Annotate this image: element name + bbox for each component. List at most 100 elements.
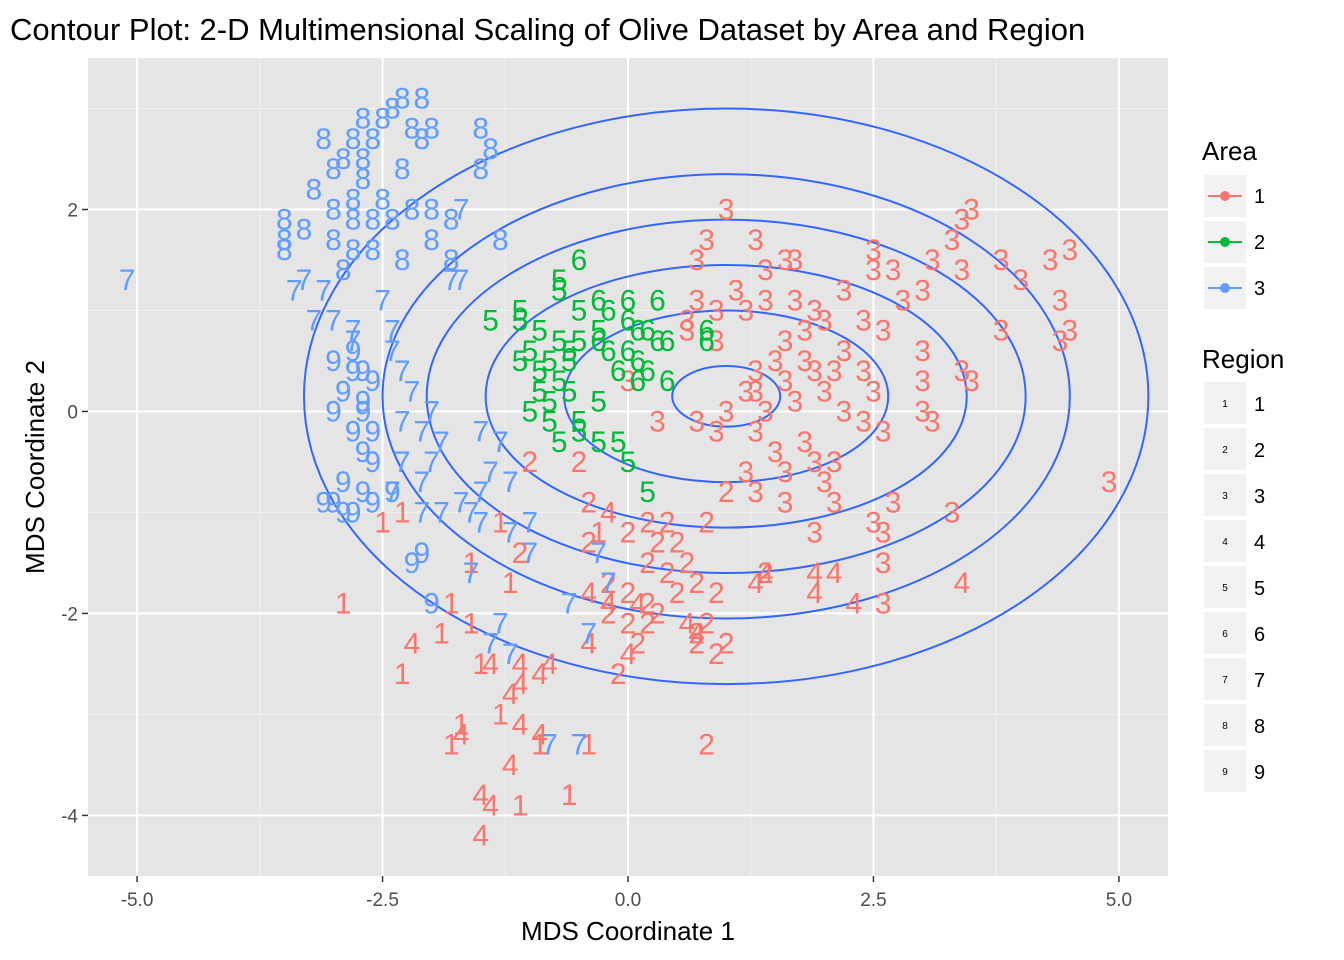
point-region-7: 7 xyxy=(571,729,588,762)
legend-area-label: 3 xyxy=(1254,278,1265,300)
point-region-3: 3 xyxy=(993,244,1010,277)
point-region-5: 5 xyxy=(521,395,538,428)
point-region-2: 2 xyxy=(708,577,725,610)
legend-area-dot xyxy=(1220,191,1230,201)
point-region-9: 9 xyxy=(325,345,342,378)
point-region-8: 8 xyxy=(423,113,440,146)
point-region-2: 2 xyxy=(649,597,666,630)
contour-line xyxy=(303,107,1150,686)
point-region-4: 4 xyxy=(747,567,764,600)
point-region-3: 3 xyxy=(914,274,931,307)
point-region-4: 4 xyxy=(404,628,421,661)
point-region-3: 3 xyxy=(875,587,892,620)
point-region-5: 5 xyxy=(541,385,558,418)
point-region-3: 3 xyxy=(924,406,941,439)
x-axis-ticks: -5.0 -2.5 0.0 2.5 5.0 xyxy=(121,876,1132,911)
point-region-2: 2 xyxy=(688,567,705,600)
point-region-9: 9 xyxy=(345,335,362,368)
point-region-9: 9 xyxy=(335,496,352,529)
point-region-3: 3 xyxy=(806,355,823,388)
point-region-8: 8 xyxy=(423,224,440,257)
legend-region-glyph: 6 xyxy=(1222,629,1228,640)
legend-area: Area 1 2 3 xyxy=(1202,136,1265,309)
point-region-7: 7 xyxy=(413,416,430,449)
point-region-3: 3 xyxy=(777,456,794,489)
point-region-1: 1 xyxy=(472,648,489,681)
point-region-3: 3 xyxy=(767,345,784,378)
point-region-1: 1 xyxy=(433,618,450,651)
point-region-9: 9 xyxy=(325,395,342,428)
chart-title: Contour Plot: 2-D Multimensional Scaling… xyxy=(10,12,1085,47)
point-region-4: 4 xyxy=(580,628,597,661)
point-region-3: 3 xyxy=(757,395,774,428)
point-region-5: 5 xyxy=(639,476,656,509)
point-region-9: 9 xyxy=(404,547,421,580)
point-region-7: 7 xyxy=(600,567,617,600)
point-region-2: 2 xyxy=(688,628,705,661)
point-region-6: 6 xyxy=(600,335,617,368)
point-region-3: 3 xyxy=(895,284,912,317)
point-region-3: 3 xyxy=(1061,234,1078,267)
point-region-7: 7 xyxy=(394,355,411,388)
point-region-3: 3 xyxy=(1012,264,1029,297)
point-region-7: 7 xyxy=(384,335,401,368)
legend-area-dot xyxy=(1220,283,1230,293)
point-region-5: 5 xyxy=(571,294,588,327)
point-region-3: 3 xyxy=(885,254,902,287)
point-region-8: 8 xyxy=(423,193,440,226)
point-region-2: 2 xyxy=(620,517,637,550)
point-region-7: 7 xyxy=(453,264,470,297)
point-region-2: 2 xyxy=(659,557,676,590)
point-region-3: 3 xyxy=(914,365,931,398)
point-region-8: 8 xyxy=(374,103,391,136)
y-axis-title: MDS Coordinate 2 xyxy=(20,360,50,574)
point-region-4: 4 xyxy=(826,557,843,590)
point-region-3: 3 xyxy=(806,446,823,479)
point-region-3: 3 xyxy=(865,254,882,287)
x-tick-label: 2.5 xyxy=(860,890,886,911)
point-region-1: 1 xyxy=(502,567,519,600)
point-region-2: 2 xyxy=(688,618,705,651)
point-region-5: 5 xyxy=(551,274,568,307)
point-region-3: 3 xyxy=(787,385,804,418)
point-region-3: 3 xyxy=(963,193,980,226)
point-region-9: 9 xyxy=(345,496,362,529)
point-region-6: 6 xyxy=(659,365,676,398)
point-region-9: 9 xyxy=(335,375,352,408)
point-region-2: 2 xyxy=(620,608,637,641)
point-region-7: 7 xyxy=(305,305,322,338)
point-region-8: 8 xyxy=(472,113,489,146)
legend-region-glyph: 4 xyxy=(1222,537,1228,548)
point-region-5: 5 xyxy=(571,325,588,358)
legend-region-glyph: 2 xyxy=(1222,445,1228,456)
point-region-7: 7 xyxy=(325,305,342,338)
legend-area-label: 1 xyxy=(1254,186,1265,208)
point-region-6: 6 xyxy=(571,244,588,277)
point-region-5: 5 xyxy=(590,315,607,348)
point-region-3: 3 xyxy=(816,375,833,408)
point-region-9: 9 xyxy=(355,436,372,469)
point-region-8: 8 xyxy=(443,204,460,237)
point-region-8: 8 xyxy=(305,173,322,206)
point-region-5: 5 xyxy=(531,375,548,408)
point-region-8: 8 xyxy=(404,193,421,226)
point-region-8: 8 xyxy=(345,234,362,267)
point-region-5: 5 xyxy=(561,345,578,378)
point-region-7: 7 xyxy=(119,264,136,297)
point-region-3: 3 xyxy=(718,395,735,428)
point-region-4: 4 xyxy=(757,557,774,590)
point-region-5: 5 xyxy=(541,406,558,439)
point-region-9: 9 xyxy=(345,355,362,388)
point-region-5: 5 xyxy=(551,325,568,358)
point-region-7: 7 xyxy=(286,274,303,307)
point-region-3: 3 xyxy=(993,315,1010,348)
point-region-8: 8 xyxy=(276,224,293,257)
point-region-3: 3 xyxy=(865,375,882,408)
point-region-2: 2 xyxy=(580,527,597,560)
point-region-1: 1 xyxy=(374,507,391,540)
point-region-4: 4 xyxy=(512,709,529,742)
point-region-3: 3 xyxy=(757,254,774,287)
x-tick-label: -5.0 xyxy=(121,890,154,911)
x-tick-label: -2.5 xyxy=(366,890,399,911)
